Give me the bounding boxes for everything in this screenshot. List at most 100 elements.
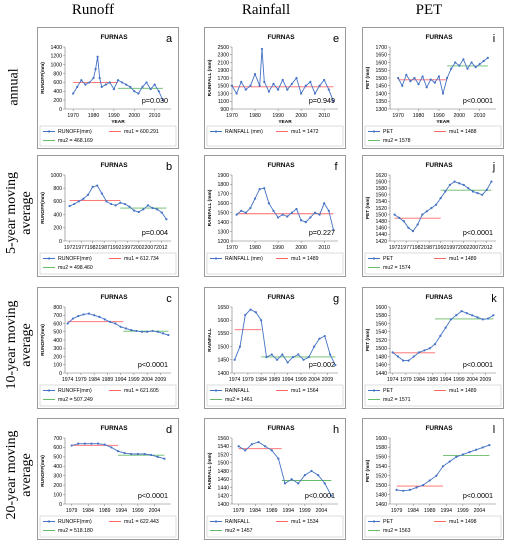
y-tick-label: 1620 (375, 173, 387, 179)
x-tick-label: 1999 (128, 377, 140, 383)
x-tick-label: 1980 (413, 113, 425, 119)
y-tick-label: 1800 (217, 182, 229, 188)
data-point (408, 488, 411, 491)
x-tick-label: 1979 (233, 508, 245, 514)
y-tick-label: 1500 (375, 483, 387, 489)
chart-title: FURNAS (100, 294, 128, 301)
y-tick-label: 1440 (217, 485, 229, 491)
x-tick-label: 1974 (229, 377, 241, 383)
legend-label: mu1 = 612.734 (124, 256, 159, 262)
legend-label: RAINFALL (mm) (225, 256, 263, 262)
legend-marker (214, 389, 218, 392)
series-line (394, 181, 492, 232)
data-point (120, 81, 124, 84)
data-point (297, 482, 300, 485)
legend-label: mu1 = 1534 (291, 519, 319, 525)
data-point (485, 188, 488, 191)
data-point (281, 213, 284, 216)
panel-letter: f (334, 161, 338, 173)
row-header-1: 5-year moving average (4, 171, 34, 255)
data-point (302, 358, 305, 361)
data-point (397, 76, 400, 80)
legend-label: PET (383, 129, 394, 135)
y-tick-label: 500 (53, 330, 62, 336)
legend-box (39, 384, 177, 407)
y-tick-label: 1200 (217, 239, 229, 245)
data-point (119, 201, 122, 204)
y-tick-label: 1500 (217, 461, 229, 467)
x-tick-label: 1994 (283, 508, 295, 514)
x-tick-label: 2004 (308, 377, 320, 383)
y-tick-label: 1460 (375, 363, 387, 369)
data-point (267, 90, 270, 93)
x-tick-label: 1989 (427, 377, 439, 383)
legend-label: PET (383, 388, 394, 394)
data-point (391, 351, 394, 354)
data-point (267, 202, 270, 205)
y-tick-label: 400 (53, 338, 62, 344)
y-tick-label: 1540 (375, 199, 387, 205)
y-tick-label: 1400 (217, 220, 229, 226)
data-point (290, 211, 294, 214)
data-point (458, 64, 461, 67)
data-point (429, 78, 432, 81)
data-point (454, 61, 457, 64)
p-value-label: p<0.0001 (463, 360, 493, 369)
x-tick-label: 1999 (132, 508, 144, 514)
x-tick-label: 2010 (318, 245, 330, 251)
data-point (151, 329, 154, 333)
data-point (481, 193, 484, 196)
data-point (66, 322, 69, 325)
chart-title: FURNAS (425, 162, 453, 169)
legend-label: mu1 = 1489 (449, 388, 477, 394)
data-point (82, 197, 85, 200)
legend-label: mu1 = 600.291 (124, 129, 159, 135)
chart-panel-b: FURNAS b 0 200 400 600 800 1000 1972 1977 1982 1987… (37, 155, 179, 277)
data-point (466, 67, 469, 70)
y-tick-label: 300 (53, 346, 62, 352)
data-point (295, 207, 298, 211)
data-point (130, 329, 133, 332)
data-point (332, 100, 335, 103)
data-point (98, 315, 101, 318)
p-value-label: p<0.0001 (138, 491, 168, 500)
data-point (283, 482, 287, 485)
data-point (441, 465, 445, 468)
data-point (254, 311, 257, 314)
y-tick-label: 1200 (50, 54, 62, 60)
p-value-label: p=0.004 (142, 228, 168, 237)
y-tick-label: 1580 (375, 313, 387, 319)
data-point (108, 81, 111, 84)
data-point (492, 314, 495, 317)
data-point (167, 333, 170, 337)
y-tick-label: 1540 (375, 464, 387, 470)
legend-box (364, 252, 502, 275)
chart-title: FURNAS (267, 425, 295, 432)
x-tick-label: 1980 (249, 113, 261, 119)
data-point (428, 479, 431, 482)
data-point (455, 314, 458, 317)
legend-label: mu2 = 1563 (383, 528, 411, 534)
x-tick-label: 2004 (316, 508, 328, 514)
data-point (418, 351, 421, 354)
data-point (82, 313, 85, 316)
x-tick-label: 1994 (282, 377, 294, 383)
data-point (488, 443, 491, 447)
x-tick-label: 2000 (129, 113, 141, 119)
y-tick-label: 1700 (375, 45, 387, 51)
x-tick-label: 1997 (121, 245, 133, 251)
y-tick-label: 1600 (375, 60, 387, 66)
y-tick-label: 700 (53, 313, 62, 319)
legend-marker (47, 130, 51, 133)
x-tick-label: 1970 (226, 113, 238, 119)
y-tick-label: 900 (220, 107, 229, 113)
data-point (421, 75, 424, 78)
data-point (149, 87, 152, 91)
chart-title: FURNAS (267, 34, 295, 41)
chart-panel-i: FURNAS i130013501400145015001550160016501… (362, 27, 504, 149)
data-point (77, 200, 80, 203)
legend-label: mu2 = 1461 (225, 397, 253, 403)
p-value-label: p<0.0001 (138, 360, 168, 369)
data-point (141, 85, 144, 88)
data-point (478, 62, 481, 66)
